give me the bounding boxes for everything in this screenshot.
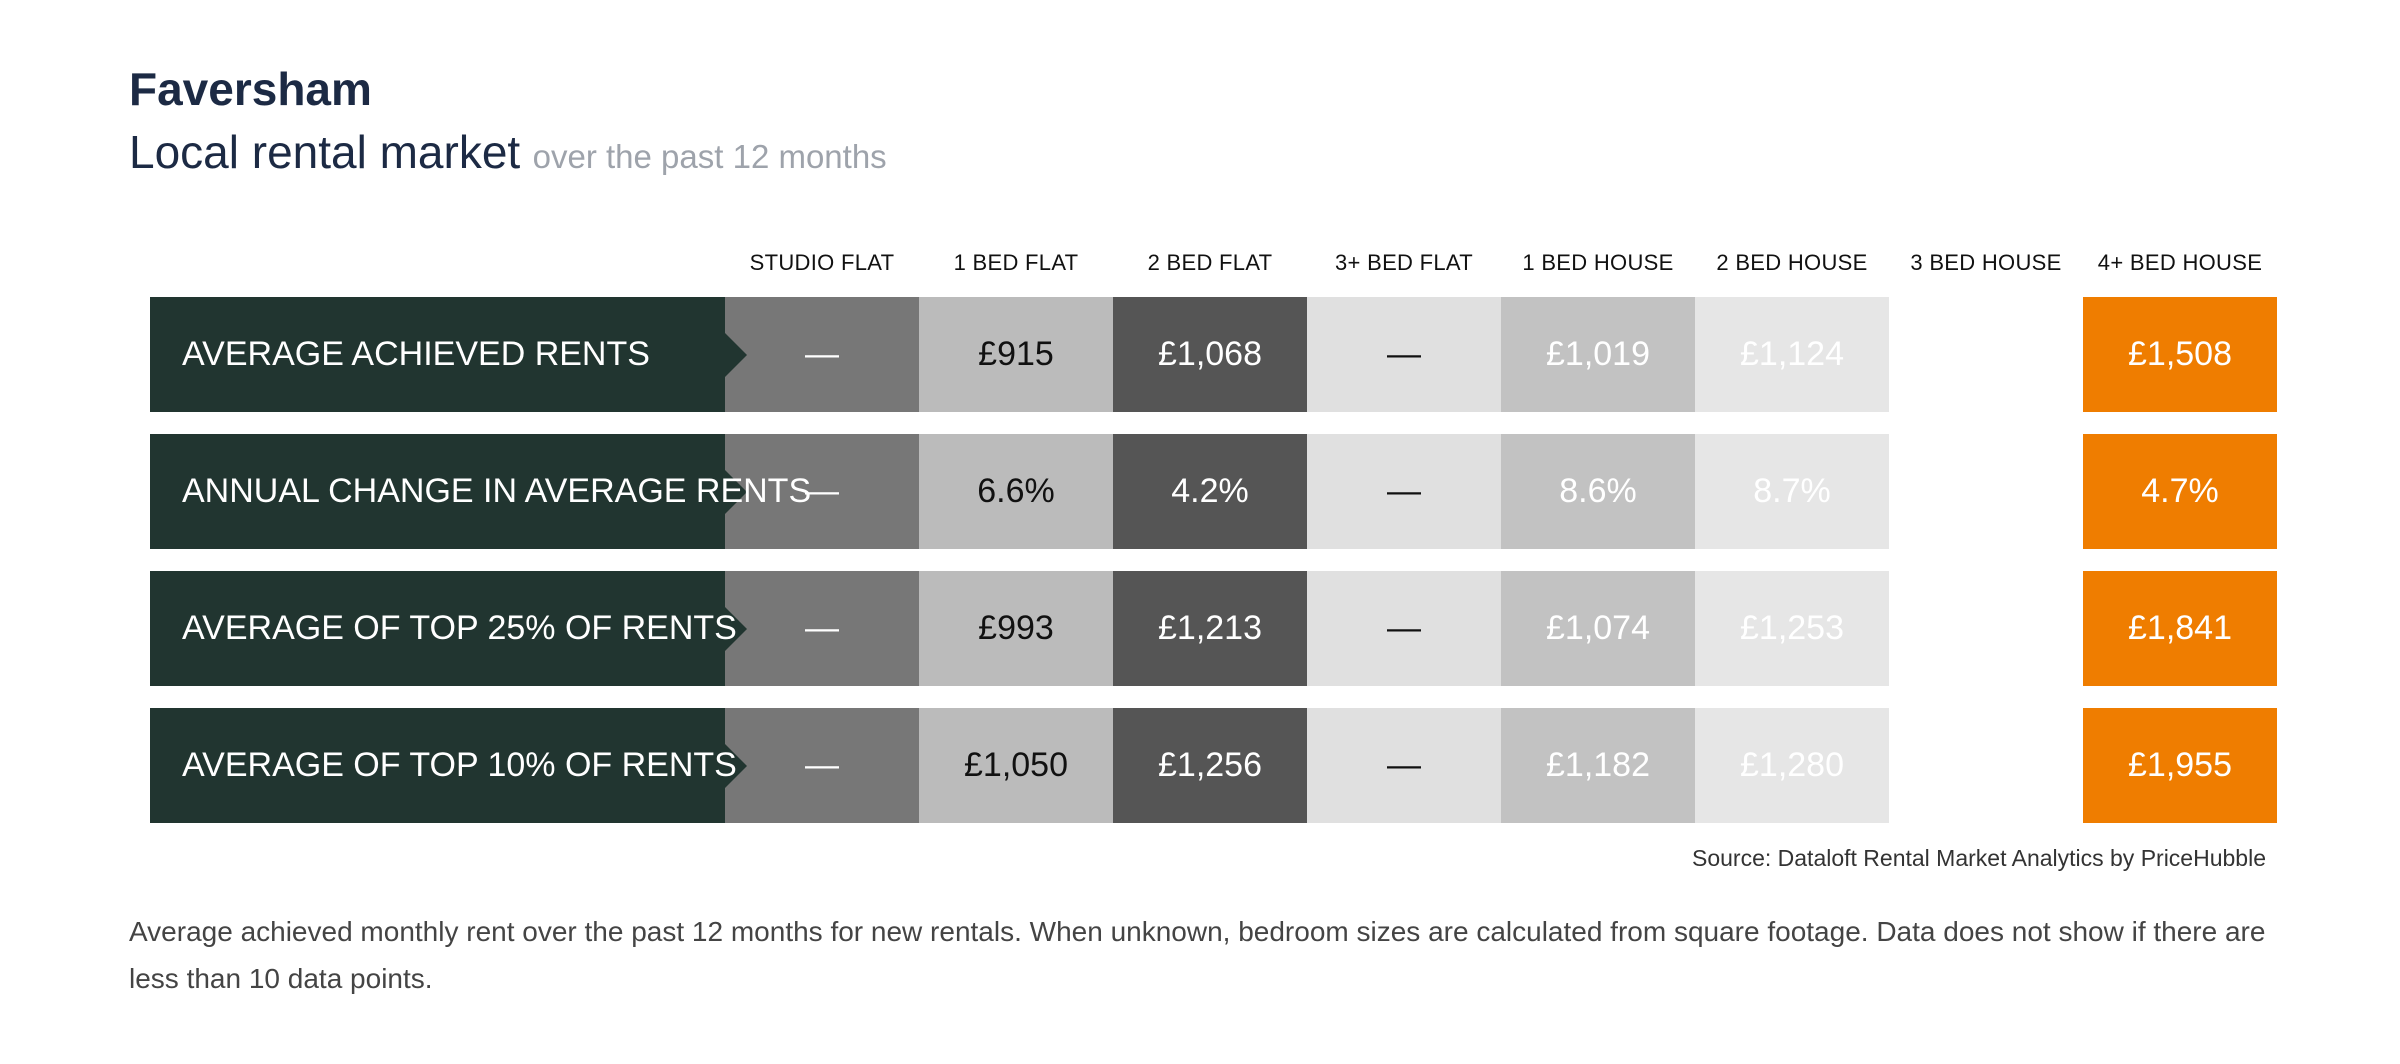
column-header: STUDIO FLAT (749, 250, 895, 275)
row-label-text: ANNUAL CHANGE IN AVERAGE RENTS (182, 472, 812, 510)
table-cell: — (1307, 571, 1501, 686)
table-cell: £1,074 (1501, 571, 1695, 686)
table-cell: £1,955 (2083, 708, 2277, 823)
column-header: 3+ BED FLAT (1335, 250, 1473, 275)
table-cell: — (725, 434, 919, 549)
row-label: ANNUAL CHANGE IN AVERAGE RENTS (150, 434, 811, 549)
table-cell (1889, 297, 2083, 412)
row-label: AVERAGE ACHIEVED RENTS (150, 297, 725, 412)
table-cell: £1,841 (2083, 571, 2277, 686)
table-cell: — (725, 571, 919, 686)
column-header: 2 BED FLAT (1147, 250, 1273, 275)
table-cell: £1,256 (1113, 708, 1307, 823)
table-cell: £1,124 (1695, 297, 1889, 412)
table-cell: 8.7% (1695, 434, 1889, 549)
table-cell (1889, 434, 2083, 549)
table-cell: 6.6% (919, 434, 1113, 549)
table-cell (1889, 571, 2083, 686)
page-title: Faversham (129, 63, 372, 115)
table-cell: — (1307, 434, 1501, 549)
table-cell: £1,508 (2083, 297, 2277, 412)
table-cell: £1,280 (1695, 708, 1889, 823)
column-header: 2 BED HOUSE (1716, 250, 1868, 275)
table-cell: — (725, 297, 919, 412)
row-label-text: AVERAGE ACHIEVED RENTS (182, 335, 650, 373)
column-header: 4+ BED HOUSE (2097, 250, 2263, 275)
source-note: Source: Dataloft Rental Market Analytics… (1692, 845, 2266, 871)
table-cell: £993 (919, 571, 1113, 686)
subtitle-line: Local rental market over the past 12 mon… (129, 125, 887, 179)
table-cell: — (725, 708, 919, 823)
row-label-text: AVERAGE OF TOP 10% OF RENTS (182, 746, 737, 784)
row-label: AVERAGE OF TOP 25% OF RENTS (150, 571, 737, 686)
table-cell: — (1307, 708, 1501, 823)
row-label-text: AVERAGE OF TOP 25% OF RENTS (182, 609, 737, 647)
table-cell: £1,050 (919, 708, 1113, 823)
table-cell: £1,068 (1113, 297, 1307, 412)
column-header: 1 BED FLAT (953, 250, 1079, 275)
table-cell: £1,253 (1695, 571, 1889, 686)
column-header: 3 BED HOUSE (1910, 250, 2062, 275)
page-subtitle: Local rental market (129, 126, 521, 178)
table-cell: £915 (919, 297, 1113, 412)
table-cell: £1,019 (1501, 297, 1695, 412)
column-header: 1 BED HOUSE (1522, 250, 1674, 275)
table-cell: £1,182 (1501, 708, 1695, 823)
footnote: Average achieved monthly rent over the p… (129, 916, 2266, 994)
table-cell: 4.7% (2083, 434, 2277, 549)
table-cell: 4.2% (1113, 434, 1307, 549)
row-label: AVERAGE OF TOP 10% OF RENTS (150, 708, 737, 823)
page-subtitle-suffix: over the past 12 months (532, 138, 887, 175)
table-cell: £1,213 (1113, 571, 1307, 686)
table-cell: — (1307, 297, 1501, 412)
table-cell: 8.6% (1501, 434, 1695, 549)
table-cell (1889, 708, 2083, 823)
